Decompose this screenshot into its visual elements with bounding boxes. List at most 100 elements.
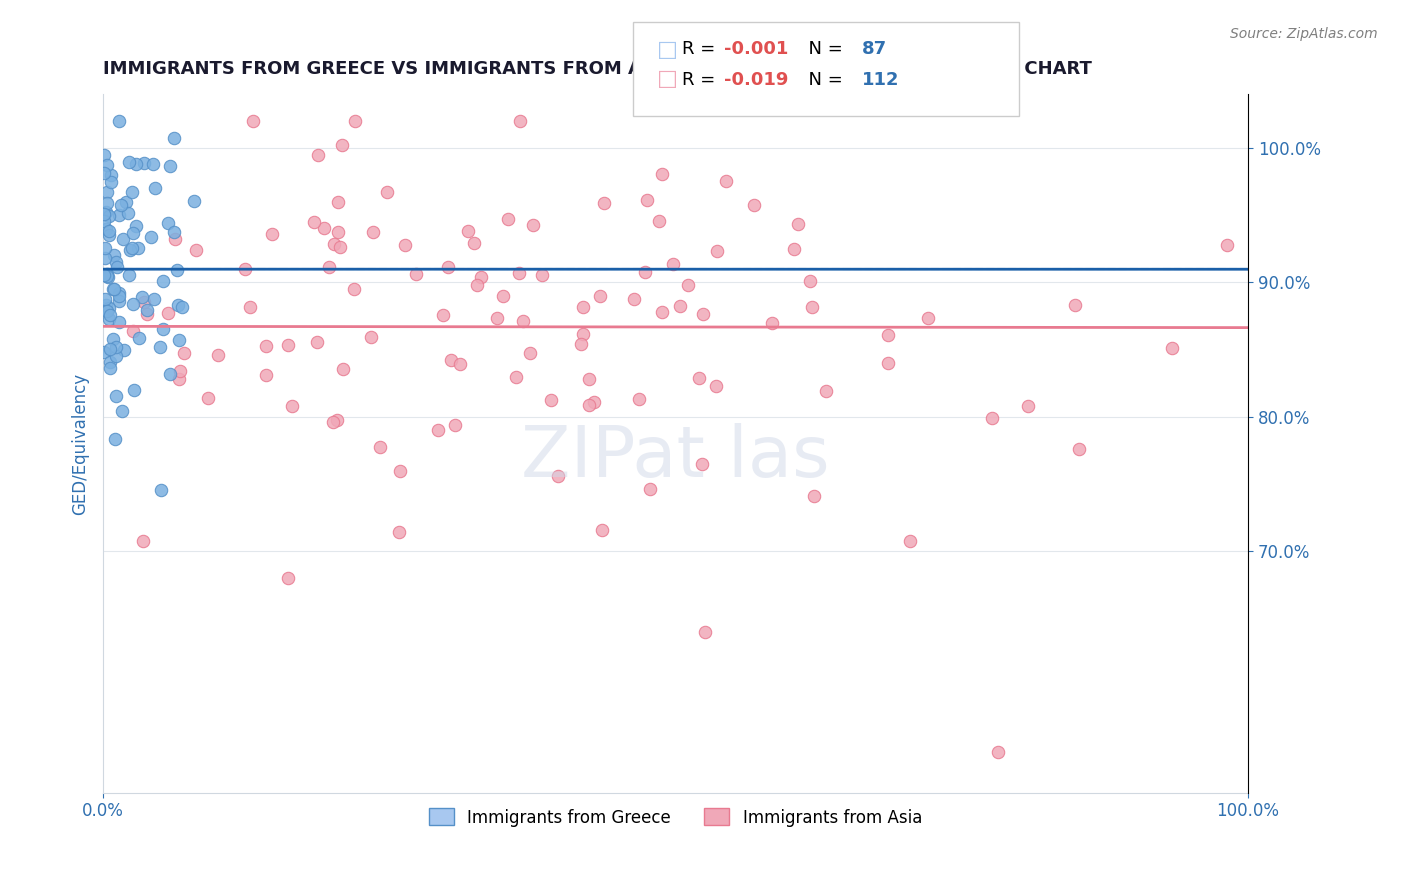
Point <box>437 260 460 275</box>
Point <box>519 345 541 359</box>
Point <box>688 371 710 385</box>
Text: -0.001: -0.001 <box>724 39 789 57</box>
Point <box>314 220 336 235</box>
Point <box>93 166 115 180</box>
Point <box>96 303 118 318</box>
Point <box>93 214 115 228</box>
Point <box>444 418 467 433</box>
Point <box>706 244 728 259</box>
Point <box>134 155 156 169</box>
Point <box>103 248 125 262</box>
Point <box>704 379 727 393</box>
Point <box>1017 400 1039 414</box>
Point <box>110 198 132 212</box>
Point <box>104 389 127 403</box>
Text: □: □ <box>657 69 678 88</box>
Point <box>125 157 148 171</box>
Point <box>143 181 166 195</box>
Point <box>463 235 485 250</box>
Point <box>96 195 118 210</box>
Point <box>591 523 613 537</box>
Point <box>94 292 117 306</box>
Point <box>690 457 713 471</box>
Point <box>156 216 179 230</box>
Point <box>648 214 671 228</box>
Point <box>167 371 190 385</box>
Point <box>93 268 115 282</box>
Point <box>131 289 153 303</box>
Point <box>122 297 145 311</box>
Point <box>470 269 492 284</box>
Point <box>121 241 143 255</box>
Point <box>801 300 824 314</box>
Text: N =: N = <box>797 39 849 57</box>
Point <box>262 227 284 241</box>
Point <box>509 114 531 128</box>
Point <box>118 244 141 258</box>
Text: R =: R = <box>682 39 721 57</box>
Point <box>440 353 463 368</box>
Point <box>634 265 657 279</box>
Point <box>93 301 115 315</box>
Point <box>127 242 149 256</box>
Point <box>512 314 534 328</box>
Point <box>485 311 508 326</box>
Point <box>1064 298 1087 312</box>
Point <box>394 237 416 252</box>
Point <box>662 257 685 271</box>
Point <box>651 305 673 319</box>
Point <box>678 277 700 292</box>
Point <box>786 217 808 231</box>
Point <box>583 395 606 409</box>
Point <box>917 311 939 326</box>
Point <box>141 230 163 244</box>
Point <box>97 270 120 285</box>
Point <box>152 322 174 336</box>
Point <box>332 361 354 376</box>
Point <box>98 361 121 376</box>
Point <box>96 185 118 199</box>
Point <box>375 186 398 200</box>
Point <box>107 208 129 222</box>
Point <box>326 413 349 427</box>
Point <box>628 392 651 407</box>
Point <box>98 343 121 357</box>
Legend: Immigrants from Greece, Immigrants from Asia: Immigrants from Greece, Immigrants from … <box>422 802 929 833</box>
Point <box>578 372 600 386</box>
Point <box>186 243 208 257</box>
Point <box>692 307 714 321</box>
Point <box>640 482 662 496</box>
Point <box>1161 341 1184 355</box>
Point <box>307 148 329 162</box>
Point <box>623 292 645 306</box>
Point <box>254 339 277 353</box>
Point <box>163 232 186 246</box>
Point <box>111 403 134 417</box>
Point <box>96 158 118 172</box>
Point <box>803 489 825 503</box>
Point <box>426 423 449 437</box>
Point <box>163 131 186 145</box>
Point <box>388 525 411 540</box>
Text: -0.019: -0.019 <box>724 70 789 88</box>
Point <box>100 168 122 182</box>
Point <box>93 207 115 221</box>
Point <box>135 302 157 317</box>
Point <box>323 237 346 252</box>
Point <box>242 114 264 128</box>
Point <box>108 289 131 303</box>
Text: R =: R = <box>682 70 721 88</box>
Point <box>98 301 121 315</box>
Point <box>742 198 765 212</box>
Point <box>307 334 329 349</box>
Text: 112: 112 <box>862 70 900 88</box>
Point <box>522 219 544 233</box>
Point <box>125 219 148 233</box>
Point <box>98 209 121 223</box>
Point <box>122 324 145 338</box>
Point <box>277 571 299 585</box>
Text: IMMIGRANTS FROM GREECE VS IMMIGRANTS FROM ASIA GED/EQUIVALENCY CORRELATION CHART: IMMIGRANTS FROM GREECE VS IMMIGRANTS FRO… <box>103 60 1092 78</box>
Point <box>329 240 352 254</box>
Point <box>101 282 124 296</box>
Point <box>898 534 921 549</box>
